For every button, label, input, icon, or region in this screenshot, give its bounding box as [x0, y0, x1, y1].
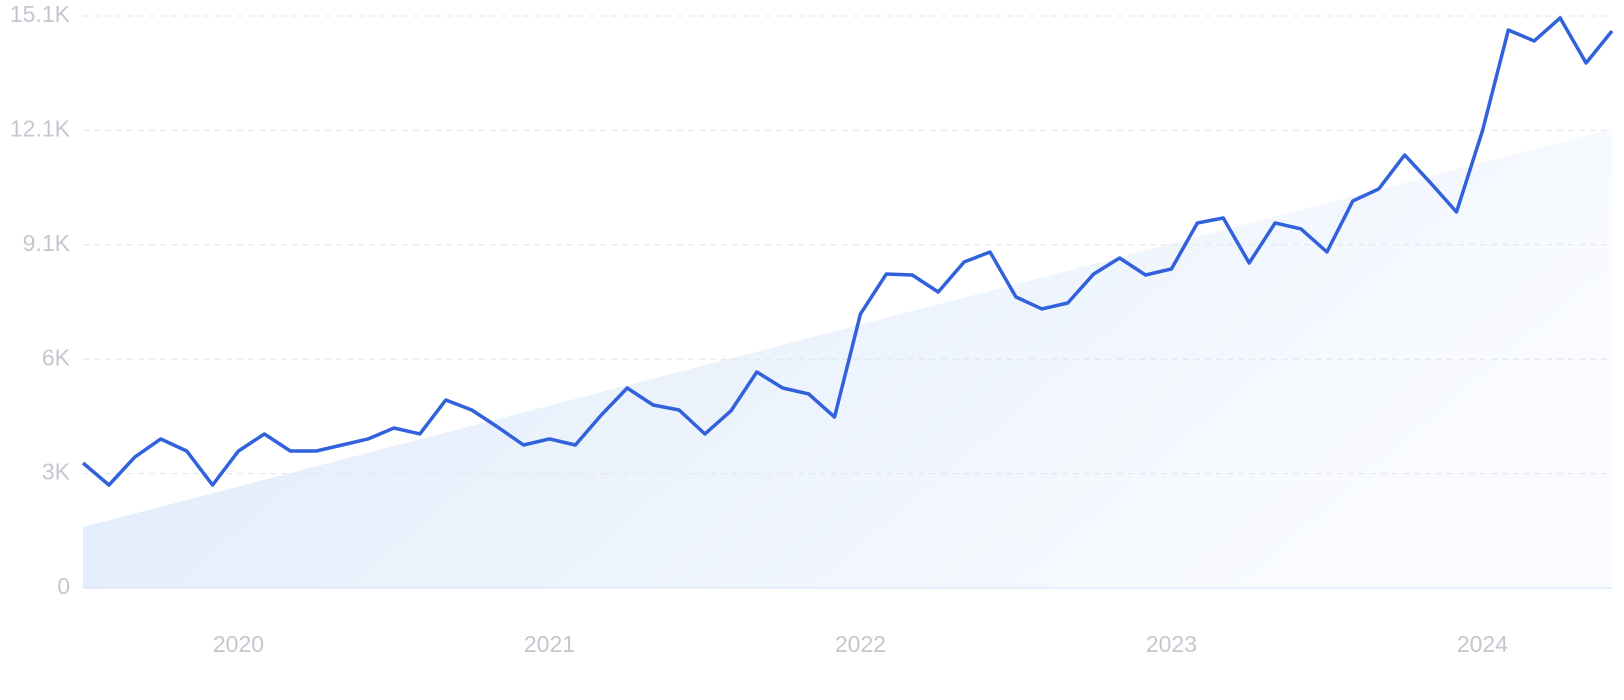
x-tick-label: 2022	[835, 631, 886, 657]
y-tick-label: 9.1K	[23, 230, 71, 256]
data-line	[81, 16, 1614, 487]
x-tick-label: 2021	[524, 631, 575, 657]
y-tick-label: 3K	[42, 459, 71, 485]
y-tick-label: 12.1K	[10, 115, 71, 141]
x-tick-label: 2020	[213, 631, 264, 657]
y-tick-label: 15.1K	[10, 1, 71, 27]
y-tick-label: 0	[57, 573, 70, 599]
x-tick-label: 2024	[1457, 631, 1508, 657]
x-tick-label: 2023	[1146, 631, 1197, 657]
y-tick-label: 6K	[42, 344, 71, 370]
